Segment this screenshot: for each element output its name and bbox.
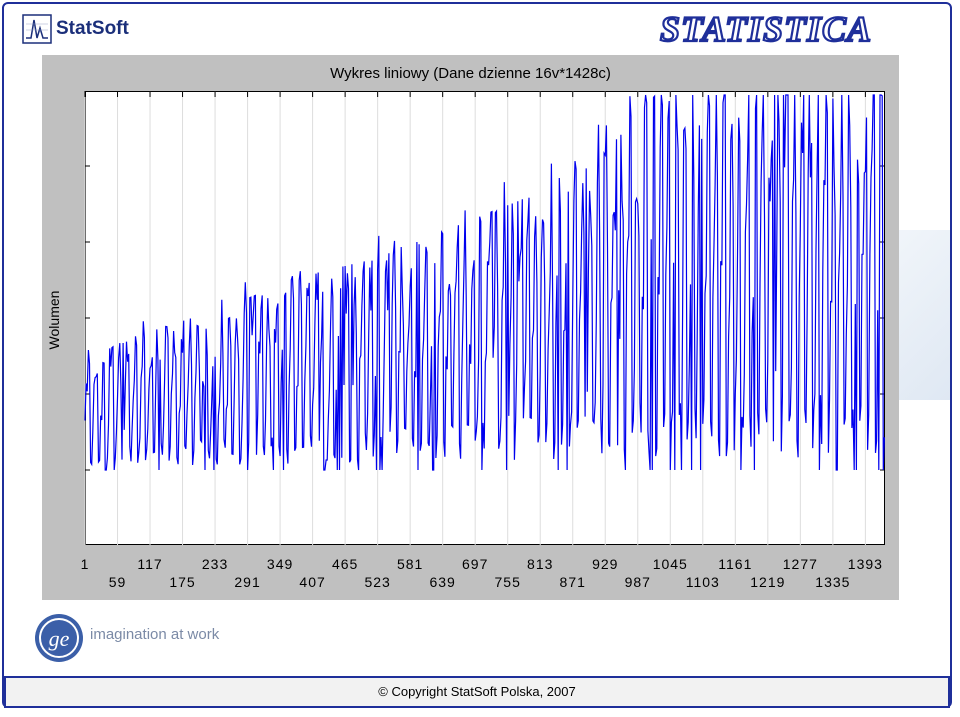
x-tick-label: 523 xyxy=(364,574,390,590)
x-tick-label: 1335 xyxy=(815,574,850,590)
x-tick-label: 755 xyxy=(495,574,521,590)
x-tick-label: 929 xyxy=(592,556,618,572)
x-tick-label: 1161 xyxy=(718,556,752,572)
x-tick-label: 349 xyxy=(267,556,293,572)
x-tick-label: 233 xyxy=(202,556,228,572)
plot-area xyxy=(85,91,885,545)
x-tick-label: 987 xyxy=(625,574,651,590)
copyright-bar: © Copyright StatSoft Polska, 2007 xyxy=(4,676,950,708)
statsoft-logo-text: StatSoft xyxy=(56,18,129,39)
x-tick-label: 1393 xyxy=(848,556,883,572)
x-tick-label: 871 xyxy=(560,574,586,590)
x-tick-label: 639 xyxy=(429,574,455,590)
x-tick-label: 1219 xyxy=(750,574,785,590)
statsoft-logo-icon xyxy=(22,14,52,44)
x-tick-label: 1103 xyxy=(686,574,720,590)
ge-tagline: imagination at work xyxy=(90,626,220,643)
x-tick-label: 59 xyxy=(109,574,127,590)
statsoft-logo: StatSoft xyxy=(22,12,129,46)
ge-logo-icon: ge xyxy=(35,614,83,662)
statistica-logo-text: STATISTICA xyxy=(660,9,872,49)
x-tick-label: 697 xyxy=(462,556,488,572)
x-tick-label: 465 xyxy=(332,556,358,572)
x-tick-label: 1277 xyxy=(783,556,818,572)
x-tick-label: 813 xyxy=(527,556,553,572)
series-line xyxy=(84,94,885,471)
copyright-text: © Copyright StatSoft Polska, 2007 xyxy=(378,684,576,699)
x-tick-label: 407 xyxy=(299,574,325,590)
x-tick-label: 1045 xyxy=(653,556,688,572)
chart-title: Wykres liniowy (Dane dzienne 16v*1428c) xyxy=(330,65,611,82)
x-tick-label: 175 xyxy=(169,574,195,590)
x-tick-label: 1 xyxy=(81,556,90,572)
x-tick-label: 117 xyxy=(137,556,162,572)
x-tick-label: 291 xyxy=(234,574,260,590)
svg-text:ge: ge xyxy=(49,626,70,651)
x-tick-label: 581 xyxy=(397,556,423,572)
statistica-logo: STATISTICA xyxy=(659,8,872,50)
